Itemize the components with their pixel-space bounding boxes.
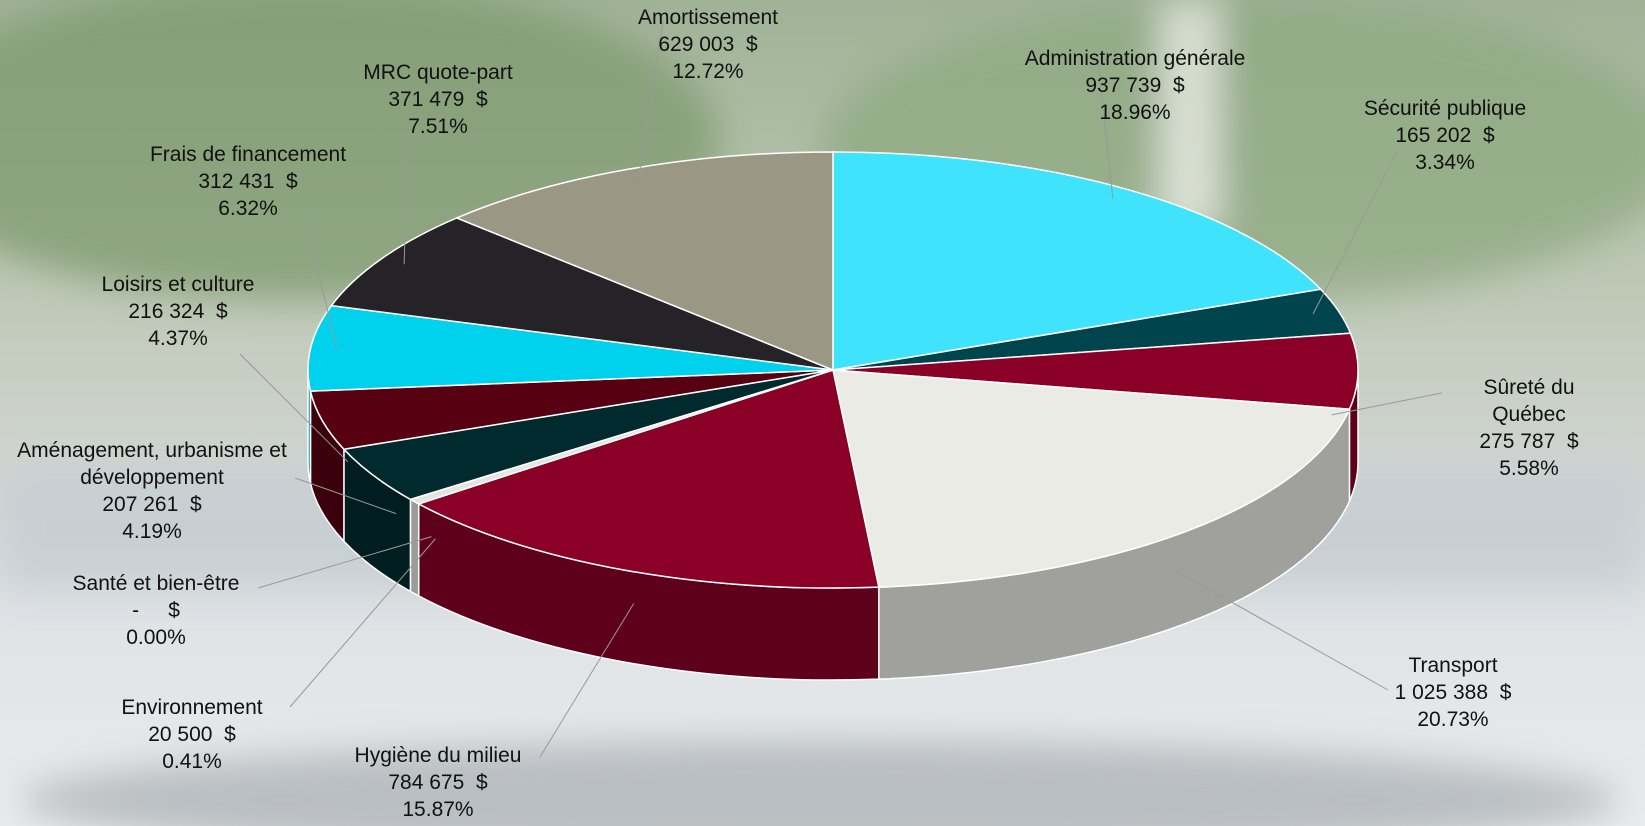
category-label: Amortissement — [637, 6, 779, 29]
slice-side — [409, 498, 420, 598]
slice — [454, 151, 834, 372]
leader-line — [257, 536, 432, 589]
data-label: Administration générale 937 739 $ 18.96% — [1025, 45, 1246, 126]
leader-line — [304, 216, 338, 350]
slice — [832, 369, 1351, 588]
amount-label: 207 261 $ — [102, 493, 202, 516]
leader-line — [1168, 566, 1389, 691]
leader-line — [638, 20, 664, 180]
percent-label: 15.87% — [402, 798, 474, 821]
percent-label: 3.34% — [1415, 151, 1475, 174]
category-label: Santé et bien-être — [72, 572, 240, 595]
leader-line — [1331, 392, 1443, 416]
slice — [832, 332, 1359, 410]
slice — [307, 304, 834, 392]
category-label: MRC quote-part — [363, 61, 513, 84]
category-label: Administration générale — [1024, 47, 1246, 70]
leader-line — [239, 353, 349, 463]
leader-line — [1097, 61, 1114, 199]
data-label: MRC quote-part 371 479 $ 7.51% — [363, 59, 512, 140]
amount-label: 629 003 $ — [658, 33, 758, 56]
data-label: Hygiène du milieu 784 675 $ 15.87% — [355, 742, 522, 823]
percent-label: 6.32% — [218, 197, 278, 220]
top-faces — [307, 151, 1359, 589]
amount-label: 165 202 $ — [1395, 124, 1495, 147]
percent-label: 20.73% — [1417, 708, 1489, 731]
amount-label: 937 739 $ — [1085, 74, 1185, 97]
percent-label: 0.41% — [162, 750, 222, 773]
category-label: Aménagement, urbanisme et développement — [17, 439, 293, 489]
data-label: Transport 1 025 388 $ 20.73% — [1395, 652, 1512, 733]
percent-label: 18.96% — [1099, 101, 1171, 124]
data-label: Sûreté du Québec 275 787 $ 5.58% — [1471, 374, 1587, 482]
amount-label: 1 025 388 $ — [1394, 681, 1512, 704]
leader-line — [289, 538, 436, 708]
percent-label: 4.19% — [122, 520, 182, 543]
data-label: Frais de financement 312 431 $ 6.32% — [150, 141, 346, 222]
amount-label: 216 324 $ — [128, 300, 228, 323]
category-label: Sûreté du Québec — [1483, 376, 1581, 426]
percent-label: 12.72% — [672, 60, 744, 83]
category-label: Sécurité publique — [1363, 97, 1527, 120]
leader-line — [1312, 149, 1399, 315]
slice — [330, 217, 834, 371]
category-label: Loisirs et culture — [101, 273, 255, 296]
slice — [416, 369, 880, 589]
leader-line — [403, 136, 409, 265]
data-label: Santé et bien-être - $ 0.00% — [73, 570, 240, 651]
data-label: Aménagement, urbanisme et développement 2… — [7, 437, 297, 545]
amount-label: 784 675 $ — [388, 771, 488, 794]
data-label: Loisirs et culture 216 324 $ 4.37% — [102, 271, 255, 352]
category-label: Environnement — [121, 696, 263, 719]
percent-label: 0.00% — [126, 626, 186, 649]
percent-label: 5.58% — [1499, 457, 1559, 480]
amount-label: 275 787 $ — [1479, 430, 1579, 453]
category-label: Transport — [1408, 654, 1498, 677]
category-label: Frais de financement — [149, 143, 347, 166]
amount-label: 371 479 $ — [388, 88, 488, 111]
data-label: Amortissement 629 003 $ 12.72% — [638, 4, 778, 85]
amount-label: - $ — [132, 599, 180, 622]
amount-label: 312 431 $ — [198, 170, 298, 193]
amount-label: 20 500 $ — [148, 723, 236, 746]
slice — [832, 151, 1323, 371]
data-label: Sécurité publique 165 202 $ 3.34% — [1364, 95, 1526, 176]
data-label: Environnement 20 500 $ 0.41% — [121, 694, 262, 775]
category-label: Hygiène du milieu — [354, 744, 522, 767]
percent-label: 4.37% — [148, 327, 208, 350]
percent-label: 7.51% — [408, 115, 468, 138]
leader-line — [294, 477, 397, 515]
leader-line — [539, 603, 635, 758]
